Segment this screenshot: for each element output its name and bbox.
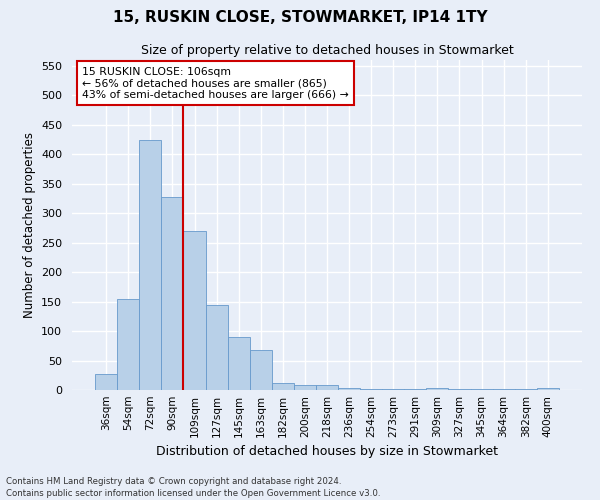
Bar bbox=[117, 298, 139, 390]
Bar bbox=[360, 389, 382, 390]
Bar bbox=[206, 304, 227, 390]
Bar bbox=[316, 384, 338, 390]
Bar bbox=[95, 374, 117, 390]
Bar bbox=[338, 388, 360, 390]
Bar bbox=[139, 140, 161, 390]
Bar bbox=[161, 196, 184, 390]
Bar bbox=[184, 231, 206, 390]
Y-axis label: Number of detached properties: Number of detached properties bbox=[23, 132, 35, 318]
Bar bbox=[294, 384, 316, 390]
Title: Size of property relative to detached houses in Stowmarket: Size of property relative to detached ho… bbox=[140, 44, 514, 58]
Text: 15 RUSKIN CLOSE: 106sqm
← 56% of detached houses are smaller (865)
43% of semi-d: 15 RUSKIN CLOSE: 106sqm ← 56% of detache… bbox=[82, 66, 349, 100]
Bar bbox=[427, 388, 448, 390]
Bar bbox=[250, 350, 272, 390]
Text: Contains HM Land Registry data © Crown copyright and database right 2024.
Contai: Contains HM Land Registry data © Crown c… bbox=[6, 476, 380, 498]
X-axis label: Distribution of detached houses by size in Stowmarket: Distribution of detached houses by size … bbox=[156, 446, 498, 458]
Bar bbox=[227, 337, 250, 390]
Text: 15, RUSKIN CLOSE, STOWMARKET, IP14 1TY: 15, RUSKIN CLOSE, STOWMARKET, IP14 1TY bbox=[113, 10, 487, 25]
Bar bbox=[537, 388, 559, 390]
Bar bbox=[272, 383, 294, 390]
